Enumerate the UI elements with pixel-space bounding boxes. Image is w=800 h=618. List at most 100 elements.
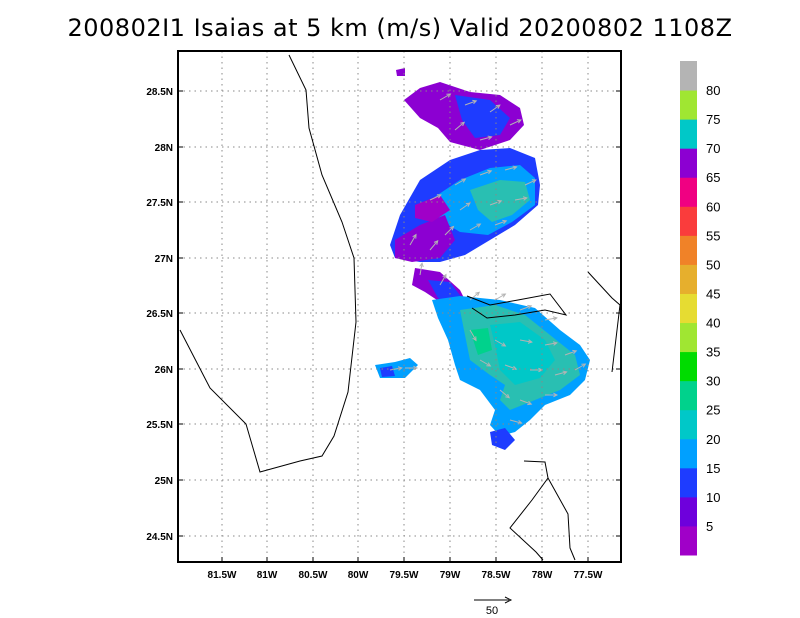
wind-vector bbox=[509, 119, 522, 126]
colorbar-swatch bbox=[680, 90, 697, 120]
colorbar-swatch bbox=[680, 322, 697, 353]
colorbar-swatch bbox=[680, 525, 697, 556]
lon-tick-label: 78W bbox=[532, 570, 553, 581]
wind-vector bbox=[489, 104, 501, 113]
lon-tick-label: 81W bbox=[257, 570, 278, 581]
wind-vector bbox=[519, 399, 533, 406]
colorbar-label: 65 bbox=[706, 170, 720, 185]
wind-vector bbox=[489, 199, 503, 206]
wind-vector bbox=[429, 194, 442, 201]
colorbar-swatch bbox=[680, 148, 697, 178]
lon-tick-label: 80W bbox=[348, 570, 369, 581]
colorbar-swatch bbox=[680, 496, 697, 527]
colorbar-swatch bbox=[680, 380, 697, 411]
wind-vector bbox=[554, 370, 568, 376]
colorbar: 5 10 15 20 25 30 35 40 45 50 55 60 65 70 75 80 bbox=[680, 61, 720, 556]
lon-tick-label: 79W bbox=[440, 570, 461, 581]
colorbar-label: 70 bbox=[706, 141, 720, 156]
wind-speed-region bbox=[470, 328, 492, 355]
reference-vector: 50 bbox=[474, 596, 513, 617]
wind-speed-region bbox=[395, 215, 455, 262]
wind-vector bbox=[545, 392, 559, 398]
wind-vector bbox=[519, 304, 533, 311]
wind-speed-region bbox=[396, 68, 405, 76]
wind-vector bbox=[469, 291, 481, 301]
wind-vector bbox=[409, 233, 417, 246]
colorbar-swatch bbox=[680, 409, 697, 440]
lat-tick-label: 26.5N bbox=[146, 309, 173, 320]
lon-tick-label: 81.5W bbox=[208, 570, 237, 581]
wind-vector bbox=[504, 165, 518, 171]
wind-vector bbox=[514, 196, 528, 201]
lon-tick-label: 77.5W bbox=[574, 570, 603, 581]
colorbar-label: 45 bbox=[706, 286, 720, 301]
colorbar-swatch bbox=[680, 206, 697, 236]
lat-tick-label: 25.5N bbox=[146, 420, 173, 431]
wind-vector bbox=[439, 273, 447, 286]
wind-vector bbox=[469, 223, 482, 231]
lon-tick-label: 79.5W bbox=[390, 570, 419, 581]
lat-tick-label: 28.5N bbox=[146, 87, 173, 98]
reference-vector-label: 50 bbox=[486, 605, 498, 617]
wind-vector bbox=[524, 179, 537, 186]
colorbar-label: 55 bbox=[706, 228, 720, 243]
wind-vector bbox=[464, 99, 478, 106]
colorbar-label: 50 bbox=[706, 257, 720, 272]
wind-vector bbox=[494, 339, 507, 347]
wind-vector bbox=[419, 262, 424, 276]
wind-vector bbox=[479, 135, 493, 141]
grand-bahama-coastline bbox=[466, 293, 568, 319]
colorbar-swatch bbox=[680, 119, 697, 149]
wind-vector bbox=[564, 349, 578, 356]
lat-tick-label: 27N bbox=[155, 254, 173, 265]
colorbar-label: 15 bbox=[706, 461, 720, 476]
colorbar-swatch bbox=[680, 235, 697, 265]
wind-vector bbox=[479, 169, 493, 176]
wind-vector bbox=[389, 366, 403, 371]
colorbar-label: 75 bbox=[706, 112, 720, 127]
colorbar-label: 60 bbox=[706, 199, 720, 214]
lat-tick-label: 28N bbox=[155, 143, 173, 154]
lon-tick-label: 78.5W bbox=[482, 570, 511, 581]
wind-vector bbox=[429, 239, 439, 251]
wind-speed-region bbox=[490, 428, 515, 450]
wind-vector bbox=[469, 329, 477, 342]
wind-vector bbox=[499, 389, 511, 399]
lat-tick-label: 25N bbox=[155, 476, 173, 487]
wind-vector bbox=[544, 316, 558, 321]
colorbar-label: 35 bbox=[706, 345, 720, 360]
lat-tick-label: 27.5N bbox=[146, 198, 173, 209]
wind-speed-region bbox=[490, 322, 555, 385]
lat-tick-label: 26N bbox=[155, 365, 173, 376]
colorbar-swatch bbox=[680, 61, 697, 91]
abaco-coastline bbox=[587, 271, 621, 373]
colorbar-swatch bbox=[680, 293, 697, 324]
colorbar-swatch bbox=[680, 438, 697, 469]
coastline bbox=[179, 54, 621, 561]
wind-vector bbox=[459, 202, 471, 211]
colorbar-label: 40 bbox=[706, 316, 720, 331]
wind-vector bbox=[439, 93, 452, 101]
wind-speed-region bbox=[415, 195, 450, 222]
colorbar-label: 80 bbox=[706, 83, 720, 98]
colorbar-label: 10 bbox=[706, 490, 720, 505]
colorbar-swatch bbox=[680, 351, 697, 382]
florida-coastline bbox=[179, 54, 357, 473]
lat-tick-label: 24.5N bbox=[146, 532, 173, 543]
wind-vector bbox=[519, 339, 533, 344]
lat-lon-grid bbox=[178, 51, 621, 562]
wind-vector bbox=[574, 363, 587, 371]
wind-vector bbox=[479, 359, 492, 367]
lon-tick-label: 80.5W bbox=[299, 570, 328, 581]
wind-vector bbox=[444, 225, 455, 236]
wind-vector bbox=[494, 293, 507, 301]
wind-vector bbox=[494, 219, 508, 226]
andros-coastline bbox=[509, 460, 549, 561]
colorbar-label: 25 bbox=[706, 403, 720, 418]
wind-data-layer bbox=[375, 68, 590, 450]
map-frame bbox=[177, 50, 622, 563]
wind-vector bbox=[509, 419, 523, 425]
wind-speed-region bbox=[380, 366, 395, 377]
wind-vector bbox=[454, 121, 466, 131]
